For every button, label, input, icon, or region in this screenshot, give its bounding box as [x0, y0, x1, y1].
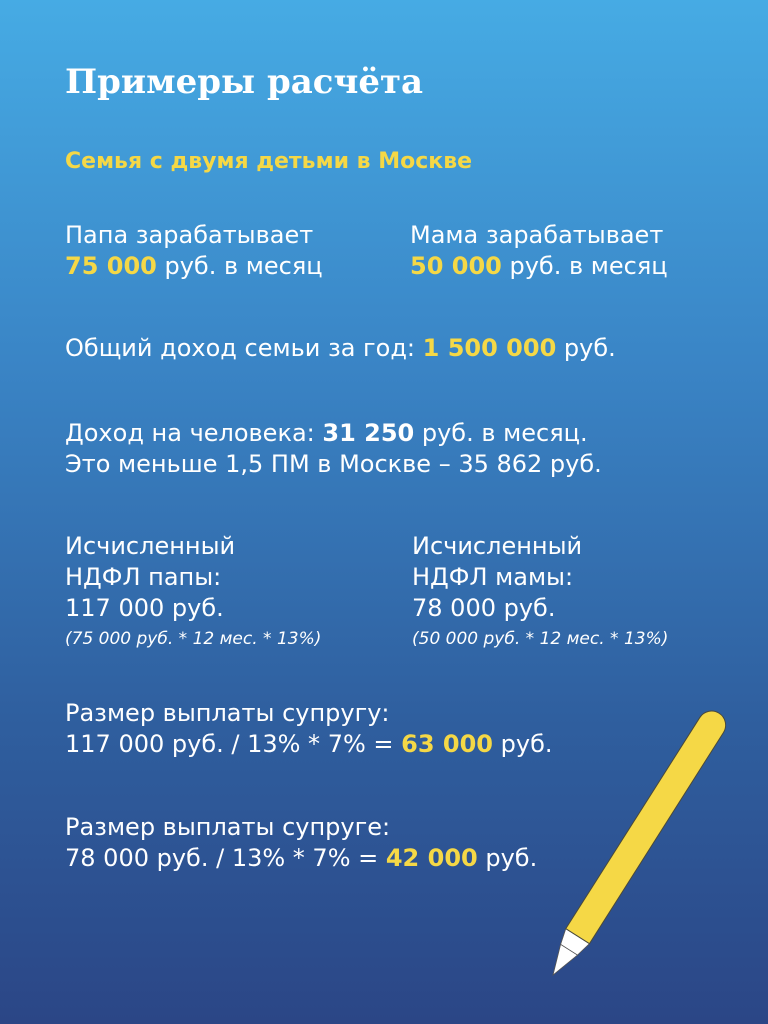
per-person-unit: руб. в месяц. [414, 419, 588, 447]
pay-husband-amount: 63 000 [401, 730, 493, 758]
pay-husband-formula: 117 000 руб. / 13% * 7% = [65, 730, 402, 758]
mama-amount: 50 000 [410, 252, 502, 280]
mama-label: Мама зарабатывает [410, 221, 664, 249]
ndfl-papa-line2: НДФЛ папы: [65, 563, 222, 591]
ndfl-mama: Исчисленный НДФЛ мамы: 78 000 руб. (50 0… [412, 531, 668, 655]
ndfl-papa-amount: 117 000 руб. [65, 594, 224, 622]
per-person-amount: 31 250 [322, 419, 415, 447]
per-person-comparison: Это меньше 1,5 ПМ в Москве – 35 862 руб. [65, 450, 602, 478]
total-label: Общий доход семьи за год: [65, 334, 423, 362]
pay-wife-amount: 42 000 [385, 844, 478, 872]
papa-income: Папа зарабатывает 75 000 руб. в месяц [65, 220, 323, 282]
total-amount: 1 500 000 [422, 334, 557, 362]
subtitle: Семья с двумя детьми в Москве [65, 149, 473, 174]
mama-unit: руб. в месяц [501, 252, 668, 280]
papa-amount: 75 000 [65, 252, 157, 280]
pay-wife-formula: 78 000 руб. / 13% * 7% = [65, 844, 386, 872]
papa-unit: руб. в месяц [156, 252, 323, 280]
ndfl-papa-formula: (75 000 руб. * 12 мес. * 13%) [65, 629, 322, 649]
ndfl-mama-line1: Исчисленный [412, 532, 583, 560]
mama-income: Мама зарабатывает 50 000 руб. в месяц [410, 220, 668, 282]
ndfl-mama-amount: 78 000 руб. [412, 594, 556, 622]
pay-wife-unit: руб. [477, 844, 538, 872]
pay-wife: Размер выплаты супруге: 78 000 руб. / 13… [65, 812, 537, 874]
ndfl-mama-line2: НДФЛ мамы: [412, 563, 574, 591]
per-person-label: Доход на человека: [65, 419, 323, 447]
pay-husband-label: Размер выплаты супругу: [65, 699, 390, 727]
papa-label: Папа зарабатывает [65, 221, 314, 249]
ndfl-papa-line1: Исчисленный [65, 532, 236, 560]
pay-wife-label: Размер выплаты супруге: [65, 813, 391, 841]
total-income: Общий доход семьи за год: 1 500 000 руб. [65, 333, 616, 364]
per-person: Доход на человека: 31 250 руб. в месяц. … [65, 418, 602, 480]
ndfl-papa: Исчисленный НДФЛ папы: 117 000 руб. (75 … [65, 531, 321, 655]
ndfl-mama-formula: (50 000 руб. * 12 мес. * 13%) [412, 629, 669, 649]
page-title: Примеры расчёта [65, 62, 424, 102]
pay-husband: Размер выплаты супругу: 117 000 руб. / 1… [65, 698, 553, 760]
total-unit: руб. [556, 334, 616, 362]
pay-husband-unit: руб. [493, 730, 553, 758]
